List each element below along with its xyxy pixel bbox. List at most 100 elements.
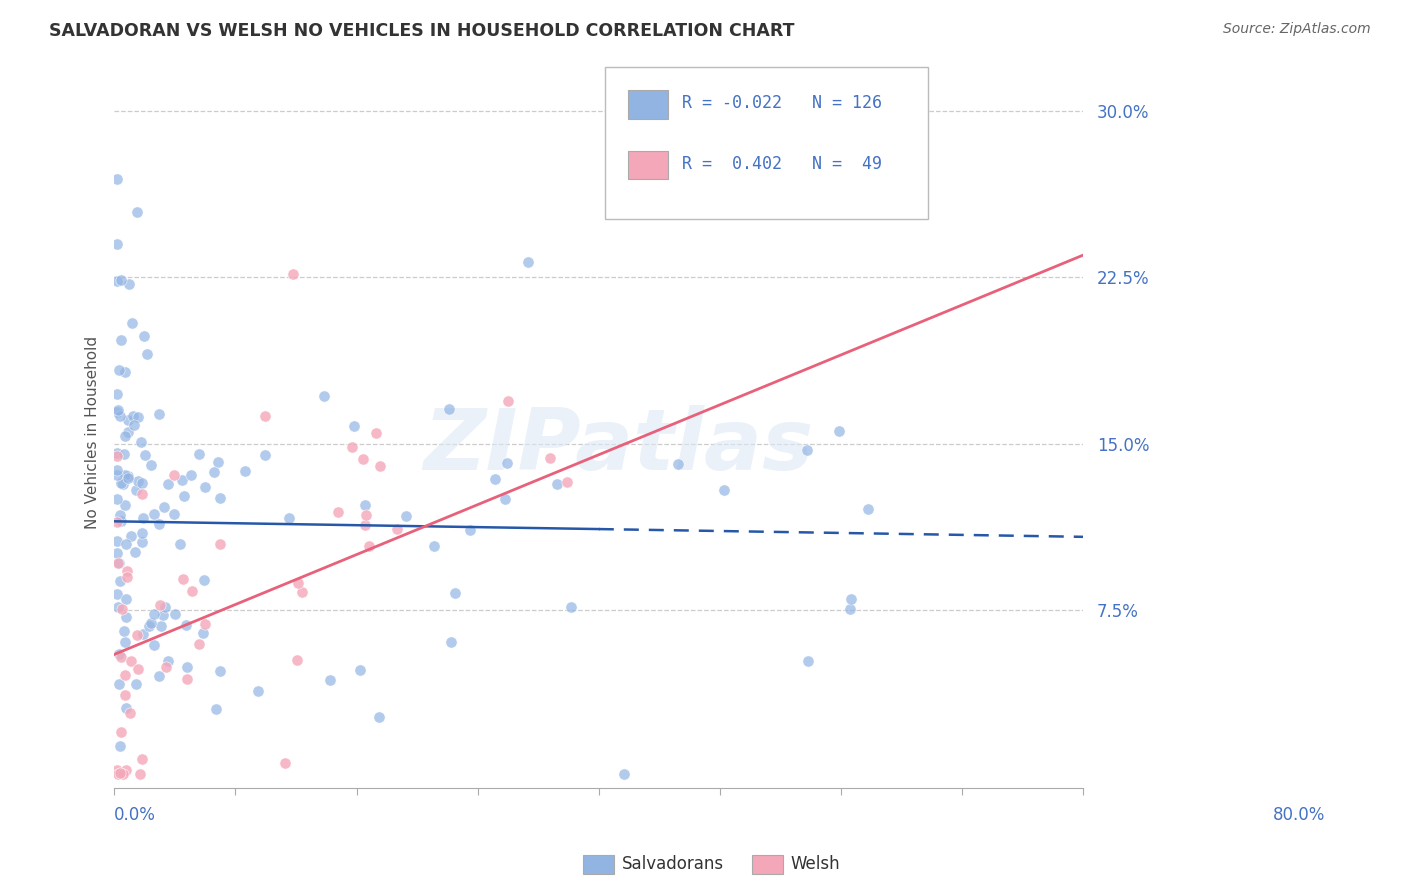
Point — [187, 637, 209, 651]
Point — [180, 467, 202, 482]
Point — [838, 601, 860, 615]
Point — [131, 434, 153, 449]
Point — [132, 510, 155, 524]
Point — [359, 539, 381, 553]
Point — [484, 472, 506, 486]
Point — [155, 660, 177, 674]
Point — [208, 537, 231, 551]
Point — [149, 598, 172, 612]
Point — [326, 505, 349, 519]
Point — [108, 677, 131, 691]
Point — [107, 556, 129, 570]
Point — [117, 425, 139, 439]
Point — [194, 479, 217, 493]
Point — [111, 602, 134, 616]
Point — [120, 654, 142, 668]
Point — [560, 600, 582, 615]
Point — [152, 608, 174, 623]
Text: Salvadorans: Salvadorans — [621, 855, 724, 873]
Point — [169, 536, 191, 550]
Point — [148, 516, 170, 531]
Point — [127, 475, 149, 489]
Point — [105, 515, 128, 529]
Point — [496, 393, 519, 408]
Point — [148, 669, 170, 683]
Point — [105, 274, 128, 288]
Point — [114, 498, 136, 512]
Point — [107, 403, 129, 417]
Point — [353, 452, 375, 467]
Point — [516, 255, 538, 269]
Point — [117, 413, 139, 427]
Point — [117, 565, 139, 579]
Point — [366, 425, 388, 440]
Point — [395, 508, 418, 523]
Point — [797, 654, 820, 668]
Point — [828, 424, 851, 438]
Point — [353, 498, 375, 512]
Point — [136, 347, 159, 361]
Point — [163, 508, 186, 522]
Point — [118, 277, 141, 292]
Point — [165, 607, 187, 621]
Point — [494, 491, 516, 506]
Point — [105, 172, 128, 186]
Point — [460, 523, 482, 537]
Point — [131, 525, 153, 540]
Point — [131, 475, 153, 490]
Point — [129, 767, 152, 781]
Point — [142, 638, 165, 652]
Point — [246, 683, 269, 698]
Y-axis label: No Vehicles in Household: No Vehicles in Household — [86, 336, 100, 529]
Point — [110, 649, 132, 664]
Point — [385, 522, 408, 536]
Point — [115, 537, 138, 551]
Point — [181, 583, 204, 598]
Point — [114, 634, 136, 648]
Point — [105, 449, 128, 463]
Point — [191, 625, 214, 640]
Point — [117, 471, 139, 485]
Text: Welsh: Welsh — [790, 855, 839, 873]
Point — [254, 409, 277, 423]
Point — [105, 534, 128, 549]
Point — [208, 664, 231, 678]
Point — [613, 767, 636, 781]
Point — [117, 570, 139, 584]
Point — [114, 688, 136, 702]
Point — [125, 205, 148, 219]
Point — [105, 386, 128, 401]
Point — [120, 706, 142, 720]
Point — [312, 389, 335, 403]
Point — [110, 273, 132, 287]
Point — [209, 491, 232, 506]
Point — [188, 447, 211, 461]
Point — [172, 572, 194, 586]
Point — [122, 418, 145, 433]
Point — [174, 617, 197, 632]
Point — [110, 514, 132, 528]
Point — [107, 767, 129, 781]
Point — [153, 500, 176, 514]
Point — [112, 624, 135, 638]
Point — [141, 615, 163, 630]
Point — [713, 483, 735, 498]
Point — [668, 457, 690, 471]
Point — [105, 236, 128, 251]
Point — [124, 545, 146, 559]
Point — [105, 462, 128, 476]
Point — [105, 468, 128, 483]
Text: 0.0%: 0.0% — [114, 806, 156, 824]
Point — [134, 448, 156, 462]
Point — [547, 476, 569, 491]
Point — [538, 451, 561, 466]
Point — [108, 574, 131, 588]
Point — [440, 634, 463, 648]
Point — [107, 599, 129, 614]
Point — [108, 765, 131, 780]
Point — [555, 475, 578, 489]
Point — [444, 586, 467, 600]
Point — [856, 501, 879, 516]
Point — [110, 334, 132, 348]
Point — [156, 654, 179, 668]
